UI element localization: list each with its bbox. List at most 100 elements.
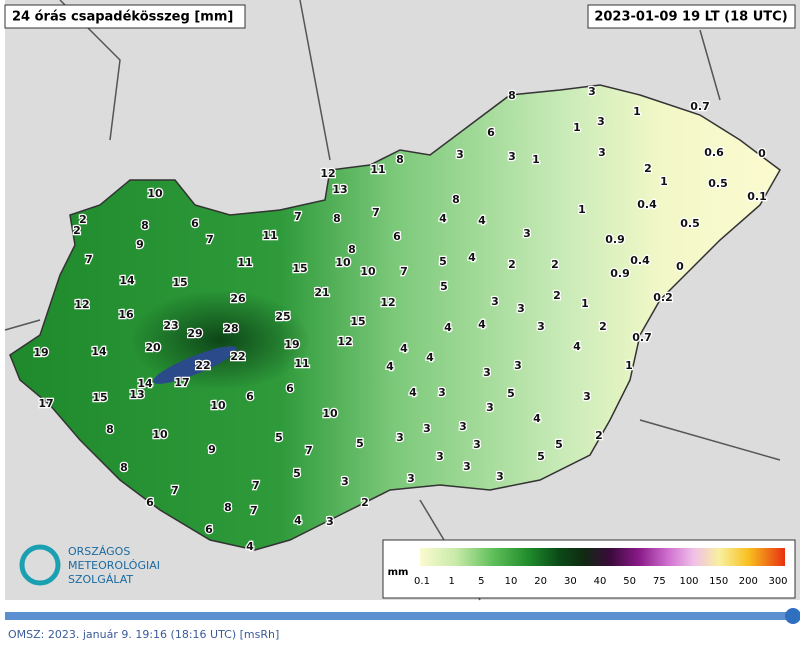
station-value: 0.9 <box>610 267 630 280</box>
station-value: 3 <box>523 227 531 240</box>
station-value: 4 <box>573 340 581 353</box>
station-value: 7 <box>252 479 260 492</box>
station-value: 3 <box>407 472 415 485</box>
station-value: 12 <box>74 298 89 311</box>
legend-tick-label: 75 <box>653 576 666 587</box>
station-value: 3 <box>436 450 444 463</box>
heavy-rain-area <box>130 290 310 390</box>
station-value: 4 <box>478 214 486 227</box>
station-value: 3 <box>341 475 349 488</box>
station-value: 8 <box>106 423 114 436</box>
station-value: 5 <box>555 438 563 451</box>
station-value: 1 <box>625 359 633 372</box>
station-value: 10 <box>322 407 338 420</box>
legend-tick-label: 1 <box>448 576 454 587</box>
station-value: 17 <box>174 376 189 389</box>
station-value: 7 <box>206 233 214 246</box>
station-value: 3 <box>514 359 522 372</box>
station-value: 10 <box>335 256 351 269</box>
station-value: 12 <box>380 296 395 309</box>
country <box>9 84 781 551</box>
station-value: 4 <box>426 351 434 364</box>
station-value: 6 <box>191 217 199 230</box>
station-value: 13 <box>129 388 144 401</box>
station-value: 4 <box>439 212 447 225</box>
station-value: 20 <box>145 341 161 354</box>
station-value: 4 <box>386 360 394 373</box>
station-value: 0.5 <box>680 217 700 230</box>
station-value: 5 <box>275 431 283 444</box>
station-value: 10 <box>210 399 226 412</box>
station-value: 1 <box>573 121 581 134</box>
station-value: 7 <box>372 206 380 219</box>
station-value: 6 <box>487 126 495 139</box>
progress-bar[interactable] <box>5 612 790 620</box>
station-value: 7 <box>171 484 179 497</box>
station-value: 6 <box>286 382 294 395</box>
station-value: 26 <box>230 292 246 305</box>
station-value: 7 <box>85 253 93 266</box>
station-value: 8 <box>396 153 404 166</box>
station-value: 3 <box>491 295 499 308</box>
station-value: 3 <box>396 431 404 444</box>
station-value: 0.1 <box>747 190 767 203</box>
station-value: 0.9 <box>605 233 625 246</box>
station-value: 2 <box>599 320 607 333</box>
station-value: 0.7 <box>632 331 652 344</box>
legend-tick-label: 50 <box>623 576 636 587</box>
station-value: 17 <box>38 397 53 410</box>
station-value: 6 <box>146 496 154 509</box>
station-value: 6 <box>205 523 213 536</box>
station-value: 3 <box>588 85 596 98</box>
station-value: 7 <box>400 265 408 278</box>
station-value: 6 <box>393 230 401 243</box>
station-value: 0 <box>758 147 766 160</box>
station-value: 0.2 <box>653 291 673 304</box>
station-value: 8 <box>508 89 516 102</box>
station-value: 11 <box>262 229 277 242</box>
station-value: 11 <box>370 163 385 176</box>
station-value: 7 <box>250 504 258 517</box>
station-value: 22 <box>230 350 245 363</box>
borders <box>4 0 781 601</box>
station-value: 1 <box>578 203 586 216</box>
station-value: 15 <box>350 315 365 328</box>
station-value: 4 <box>246 540 254 553</box>
station-value: 2 <box>79 213 87 226</box>
station-value: 2 <box>361 496 369 509</box>
station-value: 19 <box>284 338 299 351</box>
station-value: 0.7 <box>690 100 710 113</box>
lake <box>153 346 237 384</box>
station-value: 3 <box>326 515 334 528</box>
station-value: 4 <box>409 386 417 399</box>
station-value: 10 <box>152 428 168 441</box>
station-value: 2 <box>553 289 561 302</box>
station-value: 5 <box>439 255 447 268</box>
station-value: 22 <box>195 359 210 372</box>
station-value: 0.4 <box>637 198 657 211</box>
station-value: 3 <box>496 470 504 483</box>
station-value: 5 <box>537 450 545 463</box>
station-value: 5 <box>440 280 448 293</box>
progress-handle[interactable] <box>785 608 800 624</box>
station-value: 3 <box>483 366 491 379</box>
station-value: 29 <box>187 327 202 340</box>
station-value: 15 <box>172 276 187 289</box>
legend-tick-label: 150 <box>709 576 728 587</box>
legend-tick-label: 5 <box>478 576 484 587</box>
legend-ticks: 0.1 1 5 10 20 30 40 50 75 100 150 200 300 <box>414 576 788 587</box>
station-value: 2 <box>508 258 516 271</box>
station-value: 0.6 <box>704 146 724 159</box>
station-value: 3 <box>459 420 467 433</box>
station-value: 12 <box>337 335 352 348</box>
station-value: 3 <box>517 302 525 315</box>
station-value: 3 <box>597 115 605 128</box>
station-value: 7 <box>305 444 313 457</box>
station-value: 8 <box>333 212 341 225</box>
legend-tick-label: 0.1 <box>414 576 430 587</box>
station-value: 21 <box>314 286 329 299</box>
legend-unit: mm <box>388 567 409 578</box>
station-value: 9 <box>136 238 144 251</box>
station-value: 3 <box>463 460 471 473</box>
